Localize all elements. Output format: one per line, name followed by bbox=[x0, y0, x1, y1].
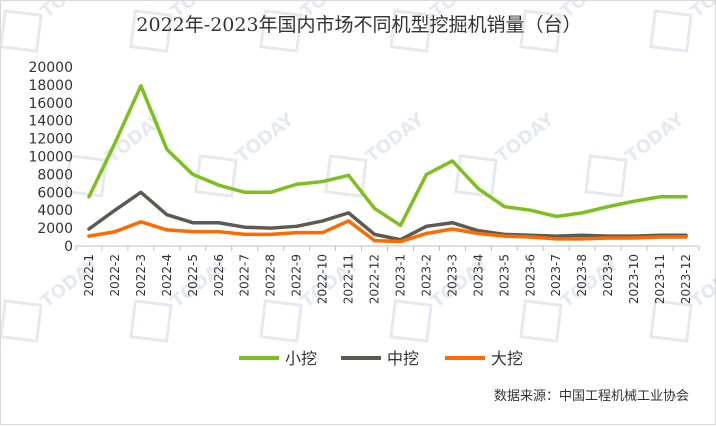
watermark-text: TODAY bbox=[37, 1, 104, 22]
series-line bbox=[87, 84, 688, 228]
x-tick-label: 2022-10 bbox=[316, 254, 330, 304]
y-tick-label: 10000 bbox=[28, 150, 73, 166]
x-tick-label: 2023-12 bbox=[679, 254, 693, 304]
x-tick-label: 2023-11 bbox=[653, 254, 667, 304]
watermark-diamond bbox=[389, 9, 433, 53]
y-tick-label: 0 bbox=[64, 239, 73, 255]
watermark-diamond bbox=[584, 154, 628, 198]
watermark-text: TODAY bbox=[362, 109, 429, 168]
y-tick-label: 20000 bbox=[28, 60, 73, 76]
watermark-diamond bbox=[259, 9, 303, 53]
watermark-diamond bbox=[454, 154, 498, 198]
y-tick-label: 2000 bbox=[37, 221, 73, 237]
y-tick-label: 12000 bbox=[28, 132, 73, 148]
y-tick-label: 16000 bbox=[28, 96, 73, 112]
x-tick-label: 2022-9 bbox=[290, 254, 304, 297]
watermark-mark: TODAY bbox=[454, 109, 559, 198]
watermark-mark: TODAY bbox=[584, 109, 689, 198]
legend-label: 中挖 bbox=[387, 349, 419, 368]
legend: 小挖 中挖 大挖 bbox=[239, 349, 523, 368]
series-line bbox=[87, 190, 688, 242]
chart-title: 2022年-2023年国内市场不同机型挖掘机销量（台） bbox=[136, 14, 581, 36]
watermark-diamond bbox=[259, 299, 303, 343]
x-tick-label: 2023-4 bbox=[471, 254, 485, 297]
x-tick-label: 2022-7 bbox=[238, 254, 252, 297]
y-tick-label: 14000 bbox=[28, 114, 73, 130]
y-tick-label: 18000 bbox=[28, 78, 73, 94]
x-tick-label: 2023-3 bbox=[445, 254, 459, 297]
watermark-mark: TODAY bbox=[649, 1, 716, 53]
watermark-diamond bbox=[519, 299, 563, 343]
x-tick-label: 2023-1 bbox=[393, 254, 407, 297]
watermark: TODAY TODAY TODAY TODAY TODAY TODAY TODAY TODAY… bbox=[1, 1, 716, 343]
y-tick-label: 4000 bbox=[37, 203, 73, 219]
watermark-diamond bbox=[324, 154, 368, 198]
x-tick-label: 2022-2 bbox=[108, 254, 122, 297]
watermark-diamond bbox=[389, 299, 433, 343]
watermark-diamond bbox=[649, 299, 693, 343]
x-tick-label: 2023-6 bbox=[523, 254, 537, 297]
watermark-mark: TODAY bbox=[324, 109, 429, 198]
y-tick-label: 6000 bbox=[37, 185, 73, 201]
legend-label: 小挖 bbox=[285, 349, 317, 368]
watermark-mark: TODAY bbox=[649, 254, 716, 343]
source-note: 数据来源：中国工程机械工业协会 bbox=[494, 389, 689, 404]
watermark-diamond bbox=[129, 299, 173, 343]
x-tick-label: 2023-2 bbox=[419, 254, 433, 297]
x-tick-label: 2023-8 bbox=[575, 254, 589, 297]
series-line bbox=[87, 219, 688, 244]
x-tick-label: 2023-5 bbox=[497, 254, 511, 297]
watermark-diamond bbox=[64, 154, 108, 198]
watermark-text: TODAY bbox=[622, 109, 689, 168]
x-tick-label: 2023-7 bbox=[549, 254, 563, 297]
watermark-text: TODAY bbox=[102, 109, 169, 168]
x-tick-label: 2022-4 bbox=[160, 254, 174, 297]
x-tick-label: 2023-9 bbox=[601, 254, 615, 297]
watermark-text: TODAY bbox=[492, 109, 559, 168]
watermark-diamond bbox=[194, 154, 238, 198]
watermark-diamond bbox=[1, 299, 43, 343]
watermark-diamond bbox=[649, 9, 693, 53]
x-tick-label: 2022-6 bbox=[212, 254, 226, 297]
x-tick-label: 2022-12 bbox=[368, 254, 382, 304]
x-tick-label: 2022-11 bbox=[342, 254, 356, 304]
x-tick-label: 2022-8 bbox=[264, 254, 278, 297]
x-tick-label: 2022-5 bbox=[186, 254, 200, 297]
x-tick-label: 2022-3 bbox=[134, 254, 148, 297]
legend-label: 大挖 bbox=[491, 349, 523, 368]
x-tick-label: 2022-1 bbox=[82, 254, 96, 297]
watermark-diamond bbox=[519, 9, 563, 53]
watermark-mark: TODAY bbox=[1, 254, 104, 343]
watermark-diamond bbox=[129, 9, 173, 53]
watermark-mark: TODAY bbox=[194, 109, 299, 198]
watermark-mark: TODAY bbox=[1, 1, 104, 53]
x-tick-label: 2023-10 bbox=[627, 254, 641, 304]
y-tick-label: 8000 bbox=[37, 167, 73, 183]
watermark-diamond bbox=[1, 9, 43, 53]
watermark-text: TODAY bbox=[232, 109, 299, 168]
series-lines bbox=[87, 84, 688, 244]
